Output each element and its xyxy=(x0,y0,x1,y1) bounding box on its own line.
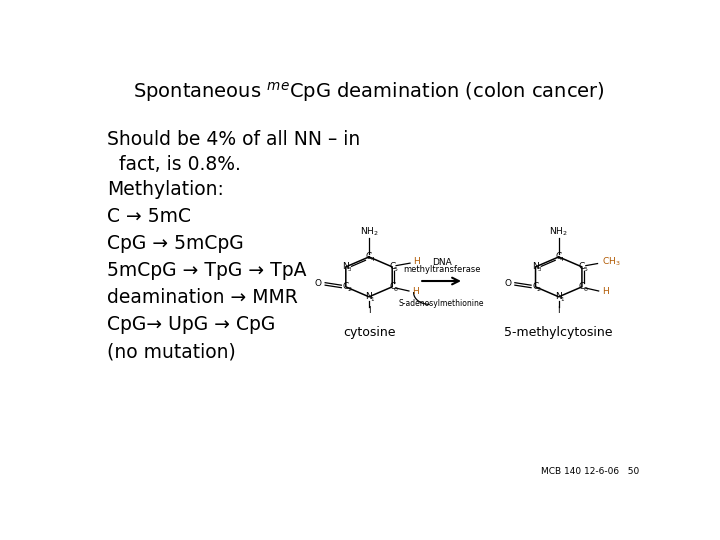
Text: cytosine: cytosine xyxy=(343,326,395,339)
Text: I: I xyxy=(557,306,560,315)
Text: H: H xyxy=(413,287,419,296)
Text: DNA: DNA xyxy=(432,258,451,267)
Text: N: N xyxy=(555,292,562,301)
Text: Methylation:: Methylation: xyxy=(107,180,224,199)
Text: N: N xyxy=(366,292,372,301)
Text: C: C xyxy=(532,282,539,291)
Text: H: H xyxy=(413,258,420,266)
Text: deamination → MMR: deamination → MMR xyxy=(107,288,297,307)
Text: C → 5mC: C → 5mC xyxy=(107,207,191,226)
Text: 5mCpG → TpG → TpA: 5mCpG → TpG → TpA xyxy=(107,261,306,280)
Text: NH$_2$: NH$_2$ xyxy=(549,225,568,238)
Text: 3: 3 xyxy=(348,267,351,272)
Text: C: C xyxy=(579,262,585,271)
Text: (no mutation): (no mutation) xyxy=(107,342,235,361)
Text: C: C xyxy=(556,252,562,261)
Text: 2: 2 xyxy=(347,287,351,292)
Text: 1: 1 xyxy=(560,297,564,302)
Text: S-adenosylmethionine: S-adenosylmethionine xyxy=(399,299,485,308)
Text: fact, is 0.8%.: fact, is 0.8%. xyxy=(107,155,240,174)
Text: 3: 3 xyxy=(537,267,541,272)
Text: 1: 1 xyxy=(371,297,374,302)
Text: CpG → 5mCpG: CpG → 5mCpG xyxy=(107,234,243,253)
Text: N: N xyxy=(532,262,539,271)
Text: 5-methylcytosine: 5-methylcytosine xyxy=(505,326,613,339)
Text: 5: 5 xyxy=(394,267,397,272)
Text: CH$_3$: CH$_3$ xyxy=(602,255,620,268)
Text: 4: 4 xyxy=(370,257,374,262)
Text: C: C xyxy=(343,282,349,291)
Text: 5: 5 xyxy=(583,267,588,272)
Text: C: C xyxy=(579,282,585,291)
Text: H: H xyxy=(602,287,608,296)
Text: NH$_2$: NH$_2$ xyxy=(360,225,378,238)
Text: O: O xyxy=(505,279,512,288)
Text: MCB 140 12-6-06   50: MCB 140 12-6-06 50 xyxy=(541,467,639,476)
Text: C: C xyxy=(389,282,395,291)
Text: methyltransferase: methyltransferase xyxy=(402,265,480,274)
Text: N: N xyxy=(343,262,349,271)
Text: CpG→ UpG → CpG: CpG→ UpG → CpG xyxy=(107,315,275,334)
Text: 6: 6 xyxy=(394,287,397,292)
Text: C: C xyxy=(366,252,372,261)
Text: 4: 4 xyxy=(560,257,564,262)
Text: Spontaneous $^{me}$CpG deamination (colon cancer): Spontaneous $^{me}$CpG deamination (colo… xyxy=(133,80,605,104)
Text: C: C xyxy=(389,262,395,271)
Text: I: I xyxy=(368,306,370,315)
Text: 2: 2 xyxy=(537,287,541,292)
Text: Should be 4% of all NN – in: Should be 4% of all NN – in xyxy=(107,130,360,149)
Text: 6: 6 xyxy=(583,287,588,292)
Text: O: O xyxy=(315,279,322,288)
